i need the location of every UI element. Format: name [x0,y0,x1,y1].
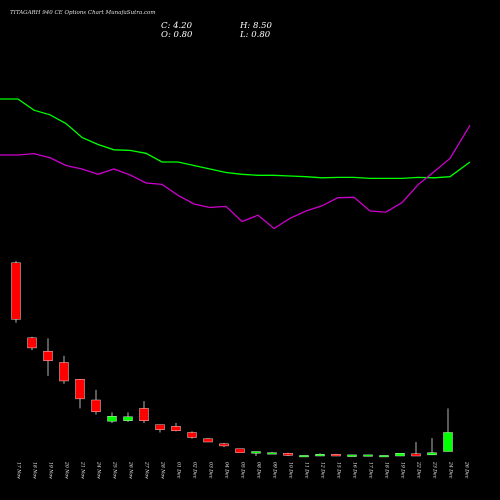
close-readout: C: 4.20 [161,21,193,31]
high-readout: H: 8.50 [239,21,272,31]
moving-average-line-2 [0,124,471,230]
candle [363,454,373,457]
x-tick-label: 26 Dec [464,461,470,479]
candle-body [299,455,309,458]
candle-body [75,379,85,400]
x-tick-label: 03 Dec [208,462,214,479]
x-tick-label: 04 Dec [224,462,230,479]
candle-body [155,424,165,430]
candle-body [363,454,373,457]
candle [203,438,213,443]
candle-layer [11,261,453,458]
candle-body [219,443,229,447]
candle-body [443,432,453,452]
candle [395,453,405,457]
x-tick-label: 27 Nov [144,461,150,479]
candle [123,412,133,422]
x-tick-label: 10 Dec [288,462,294,479]
candle-body [395,453,405,457]
candle-body [107,416,117,422]
candle-body [235,448,245,453]
candle-body [267,452,277,455]
x-tick-label: 19 Nov [48,462,54,479]
x-tick-label: 24 Nov [96,461,102,479]
x-tick-label: 17 Nov [16,462,22,479]
chart-title: TITAGARH 940 CE Options Chart MunafaSutr… [10,10,156,16]
candle [171,422,181,432]
candle [235,448,245,453]
x-tick-label: 21 Nov [80,461,86,479]
x-tick-label: 22 Dec [416,461,422,479]
x-tick-label: 20 Nov [64,461,70,479]
candle [443,408,453,452]
candle [139,401,149,423]
candle [267,452,277,455]
candle-body [187,432,197,438]
x-tick-label: 23 Dec [432,461,438,479]
x-tick-label: 25 Nov [112,461,118,479]
candle-body [123,416,133,421]
candle [11,261,21,323]
candle [251,451,261,456]
moving-average-line-1 [0,98,471,180]
low-readout: L: 0.80 [239,30,271,40]
candle-body [203,438,213,443]
candle [75,379,85,409]
candle-body [283,453,293,456]
candle [43,338,53,376]
x-tick-label: 16 Dec [352,462,358,479]
candle-body [171,426,181,432]
candle [347,454,357,457]
candle-body [379,455,389,458]
x-axis-tick-labels: 17 Nov 18 Nov 19 Nov 20 Nov 21 Nov 24 Nov 25 N… [16,461,470,479]
moving-average-layer [0,98,471,230]
candle-body [43,351,53,361]
candle-body [139,408,149,421]
candle-body [11,262,21,320]
candle-body [91,399,101,412]
candle [331,453,341,457]
x-tick-label: 09 Dec [272,462,278,479]
candle [155,424,165,433]
x-tick-label: 08 Dec [256,462,262,479]
x-tick-label: 24 Dec [448,461,454,479]
candle-body [251,451,261,454]
candle [219,443,229,448]
x-tick-label: 19 Dec [400,462,406,479]
candle [187,431,197,439]
candle [283,452,293,456]
candle [91,389,101,415]
candle [379,455,389,458]
x-tick-label: 17 Dec [368,462,374,479]
x-tick-label: 28 Nov [160,461,166,479]
candle [107,412,117,423]
candle-body [411,453,421,457]
open-readout: O: 0.80 [161,30,193,40]
candle-body [59,362,69,382]
candle-body [347,454,357,457]
candle [315,453,325,457]
candle-body [27,337,37,349]
x-tick-label: 18 Dec [384,462,390,479]
candle [411,442,421,457]
x-tick-label: 05 Dec [240,462,246,479]
x-tick-label: 02 Dec [192,462,198,479]
candle [59,355,69,384]
x-tick-label: 18 Nov [32,462,38,479]
candle-body [427,452,437,456]
candle [427,438,437,456]
x-tick-label: 01 Dec [176,462,182,479]
candle-body [331,454,341,457]
candle-body [315,454,325,457]
x-tick-label: 26 Nov [128,461,134,479]
x-tick-label: 15 Dec [336,462,342,479]
x-tick-label: 11 Dec [304,462,310,479]
candle [27,336,37,351]
x-tick-label: 12 Dec [320,462,326,479]
candle [299,455,309,458]
